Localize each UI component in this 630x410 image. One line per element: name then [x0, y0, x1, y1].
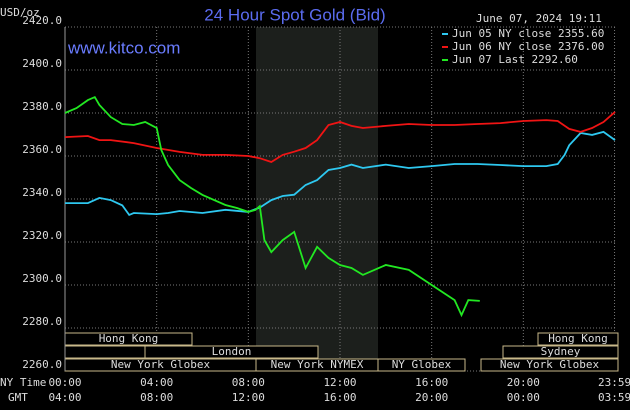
gmt-tick-label: 00:00	[507, 391, 540, 404]
x-tick-label: 20:00	[507, 376, 540, 389]
timestamp: June 07, 2024 19:11	[476, 12, 602, 25]
y-tick-label: 2260.0	[22, 358, 62, 371]
session-label: Hong Kong	[99, 332, 159, 345]
y-tick-label: 2420.0	[22, 14, 62, 27]
legend-label: Jun 07 Last 2292.60	[452, 53, 578, 66]
x-tick-label: 16:00	[415, 376, 448, 389]
y-tick-label: 2300.0	[22, 272, 62, 285]
legend-label: Jun 06 NY close 2376.00	[452, 40, 604, 53]
gmt-tick-label: 20:00	[415, 391, 448, 404]
y-tick-label: 2320.0	[22, 229, 62, 242]
x-row-label: GMT	[8, 391, 28, 404]
series-line	[64, 111, 616, 163]
gmt-tick-label: 08:00	[140, 391, 173, 404]
y-tick-label: 2340.0	[22, 186, 62, 199]
gmt-tick-label: 12:00	[232, 391, 265, 404]
session-bar	[377, 358, 466, 372]
session-bar	[480, 358, 619, 372]
x-tick-label: 04:00	[140, 376, 173, 389]
y-tick-label: 2380.0	[22, 100, 62, 113]
x-row-label: NY Time	[0, 376, 46, 389]
gmt-tick-label: 16:00	[323, 391, 356, 404]
session-label: NY Globex	[392, 358, 452, 371]
session-label: New York NYMEX	[271, 358, 364, 371]
x-tick-label: 12:00	[323, 376, 356, 389]
session-bar	[144, 345, 319, 359]
session-bar	[502, 345, 619, 359]
gmt-tick-label: 03:59	[598, 391, 630, 404]
x-tick-label: 08:00	[232, 376, 265, 389]
session-label: New York Globex	[111, 358, 211, 371]
gmt-tick-label: 04:00	[48, 391, 81, 404]
session-label: London	[212, 345, 252, 358]
chart-title: 24 Hour Spot Gold (Bid)	[204, 5, 385, 24]
legend-label: Jun 05 NY close 2355.60	[452, 27, 604, 40]
session-label: Sydney	[541, 345, 581, 358]
session-bar	[537, 332, 619, 346]
y-axis-label: USD/oz	[0, 6, 40, 19]
series-line	[65, 130, 616, 217]
x-tick-label: 23:59	[598, 376, 630, 389]
source: www.kitco.com	[67, 38, 180, 57]
y-tick-label: 2280.0	[22, 315, 62, 328]
session-label: Hong Kong	[548, 332, 608, 345]
x-tick-label: 00:00	[48, 376, 81, 389]
y-tick-label: 2400.0	[22, 57, 62, 70]
series-line	[64, 95, 480, 318]
session-bar	[64, 345, 146, 359]
y-tick-label: 2360.0	[22, 143, 62, 156]
session-label: New York Globex	[500, 358, 600, 371]
